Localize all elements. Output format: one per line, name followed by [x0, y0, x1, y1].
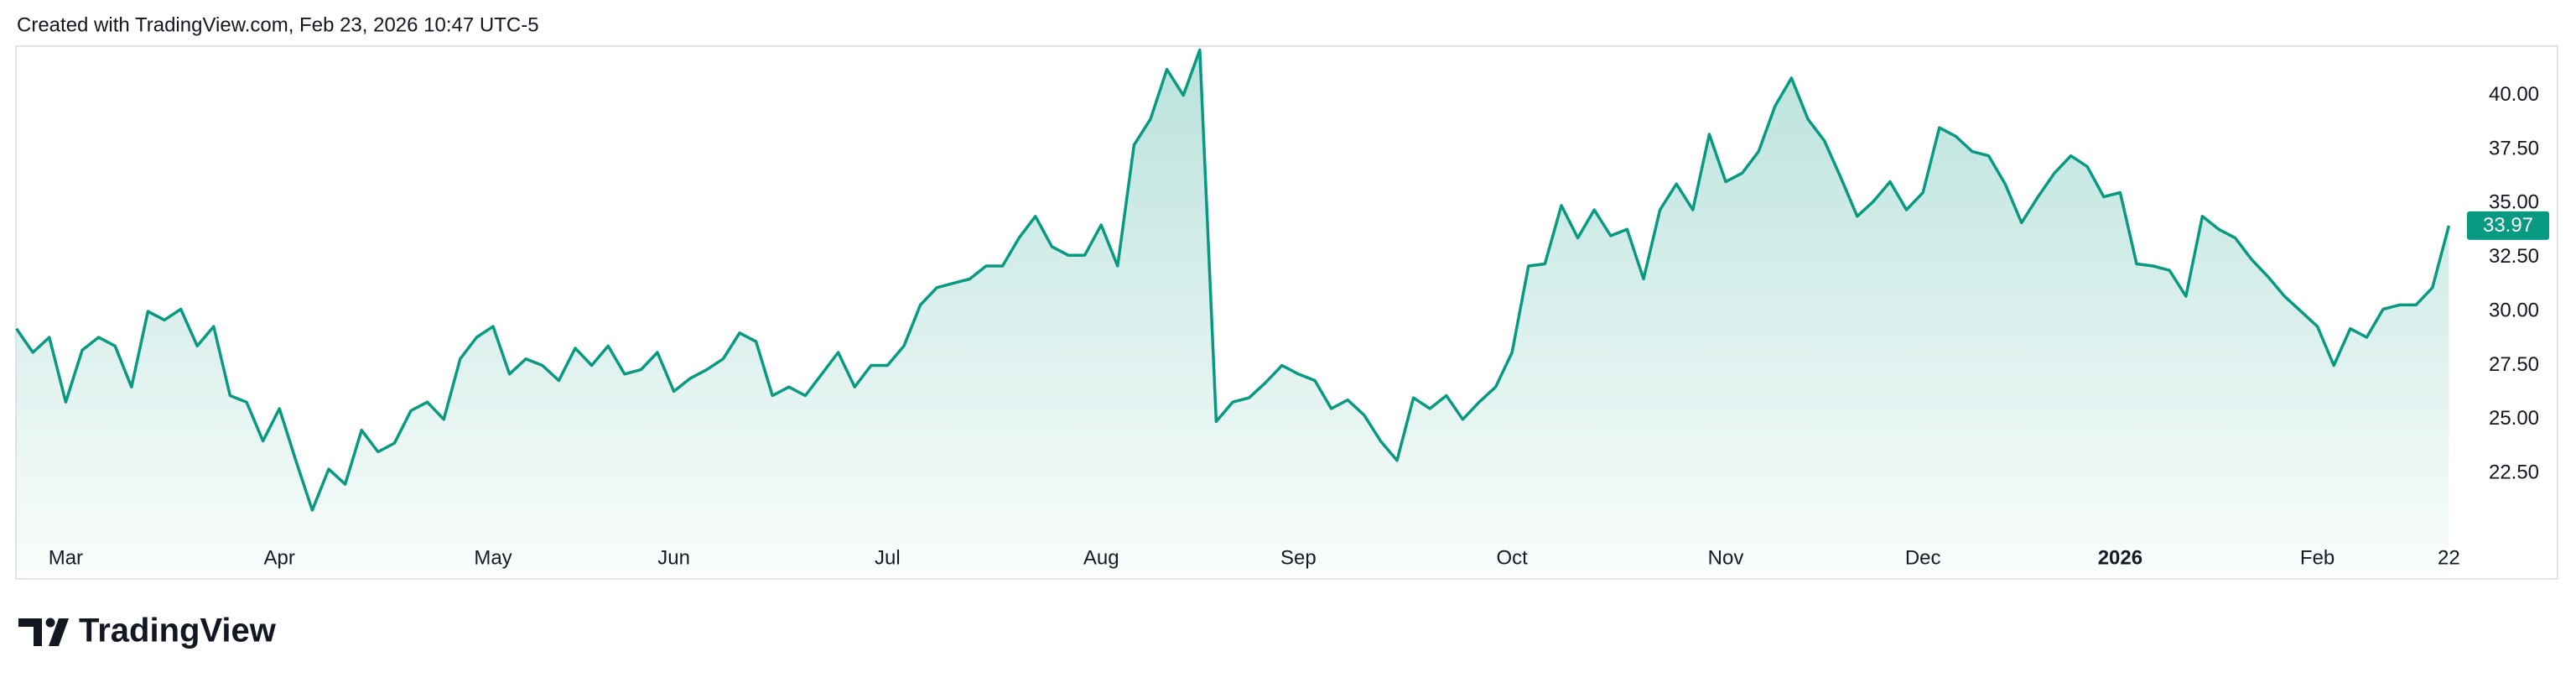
header-text: Created with TradingView.com, Feb 23, 20… [17, 13, 539, 36]
y-tick-label: 37.50 [2489, 137, 2539, 159]
brand-name: TradingView [79, 613, 277, 649]
last-price-label: 33.97 [2483, 214, 2533, 237]
y-tick-label: 40.00 [2489, 83, 2539, 106]
y-tick-label: 25.00 [2489, 407, 2539, 430]
y-tick-label: 30.00 [2489, 299, 2539, 321]
last-price-badge [2467, 211, 2549, 240]
logo-slash [49, 618, 69, 646]
y-tick-label: 22.50 [2489, 461, 2539, 484]
logo-mark [18, 618, 42, 646]
price-line [15, 48, 2451, 512]
chart-pane-border [15, 45, 2558, 580]
y-tick-label: 35.00 [2489, 191, 2539, 214]
area-fill [16, 50, 2449, 576]
logo-dot [45, 618, 55, 628]
brand-logo: TradingView [18, 613, 277, 649]
y-tick-label: 27.50 [2489, 353, 2539, 376]
y-tick-label: 32.50 [2489, 245, 2539, 268]
